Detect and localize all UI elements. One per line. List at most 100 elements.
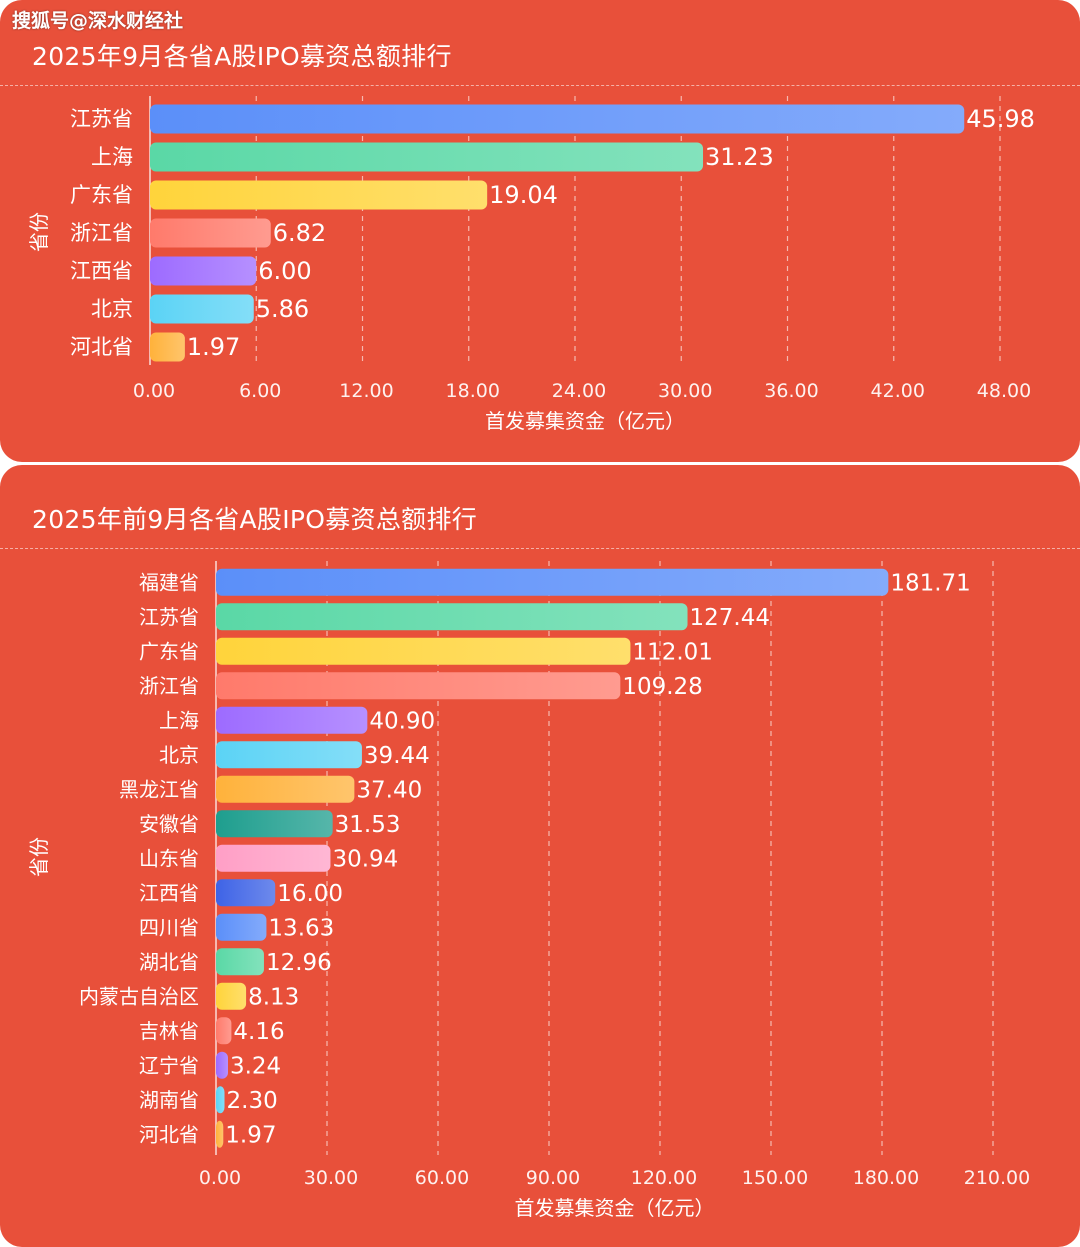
data-label: 181.71 xyxy=(890,570,970,596)
data-label: 4.16 xyxy=(233,1019,284,1045)
x-tick-label: 60.00 xyxy=(415,1167,469,1189)
data-label: 37.40 xyxy=(356,777,422,803)
title-divider xyxy=(0,548,1080,549)
chart-title: 2025年9月各省A股IPO募资总额排行 xyxy=(32,42,452,71)
x-tick-label: 30.00 xyxy=(304,1167,358,1189)
bar[interactable] xyxy=(150,180,488,210)
chart-panel-ytd: 2025年前9月各省A股IPO募资总额排行 0.00 30.00 60.00 90.0… xyxy=(0,465,1080,1247)
data-label: 40.90 xyxy=(369,708,435,734)
y-tick-label: 辽宁省 xyxy=(139,1053,199,1077)
y-tick-label: 江西省 xyxy=(139,881,199,905)
bar[interactable] xyxy=(216,879,276,907)
data-label: 3.24 xyxy=(230,1053,281,1079)
y-tick-label: 内蒙古自治区 xyxy=(79,984,199,1008)
bar[interactable] xyxy=(216,913,267,941)
bar[interactable] xyxy=(216,810,333,838)
bar[interactable] xyxy=(216,672,621,700)
x-tick-label: 42.00 xyxy=(871,380,925,402)
bar[interactable] xyxy=(150,142,704,172)
bar[interactable] xyxy=(150,256,257,286)
data-label: 8.13 xyxy=(248,984,299,1010)
data-label: 6.00 xyxy=(258,257,311,285)
x-tick-label: 210.00 xyxy=(964,1167,1030,1189)
x-tick-label: 120.00 xyxy=(631,1167,697,1189)
x-tick-label: 36.00 xyxy=(764,380,818,402)
data-label: 19.04 xyxy=(489,181,558,209)
y-tick-label: 湖北省 xyxy=(139,950,199,974)
y-tick-label: 北京 xyxy=(159,743,199,767)
bar[interactable] xyxy=(216,637,631,665)
data-label: 16.00 xyxy=(277,881,343,907)
title-divider xyxy=(0,85,1080,86)
data-label: 109.28 xyxy=(622,674,702,700)
bar[interactable] xyxy=(216,706,368,734)
x-tick-label: 90.00 xyxy=(526,1167,580,1189)
bar[interactable] xyxy=(150,294,254,324)
y-tick-label: 江苏省 xyxy=(139,605,199,629)
y-axis-title: 省份 xyxy=(27,837,51,877)
data-label: 112.01 xyxy=(632,639,712,665)
data-label: 1.97 xyxy=(225,1122,276,1148)
y-tick-label: 江苏省 xyxy=(70,107,133,131)
bar[interactable] xyxy=(216,741,362,769)
data-label: 2.30 xyxy=(227,1088,278,1114)
bar[interactable] xyxy=(216,1051,228,1079)
watermark-text: 搜狐号@深水财经社 xyxy=(12,10,184,32)
y-tick-label: 山东省 xyxy=(139,846,199,870)
data-label: 6.82 xyxy=(273,219,326,247)
y-tick-label: 吉林省 xyxy=(139,1019,199,1043)
bar[interactable] xyxy=(150,218,271,248)
data-label: 31.23 xyxy=(705,143,774,171)
y-tick-label: 安徽省 xyxy=(139,812,199,836)
bar-chart-september: 0.00 6.00 12.00 18.00 24.00 30.00 36.00 42.00 48… xyxy=(27,96,1035,433)
y-tick-label: 北京 xyxy=(91,297,133,321)
data-label: 5.86 xyxy=(256,295,309,323)
y-tick-label: 浙江省 xyxy=(139,674,199,698)
data-label: 45.98 xyxy=(966,105,1035,133)
x-tick-label: 180.00 xyxy=(853,1167,919,1189)
y-tick-label: 河北省 xyxy=(70,335,133,359)
y-tick-label: 河北省 xyxy=(139,1122,199,1146)
y-tick-label: 浙江省 xyxy=(70,221,133,245)
data-label: 1.97 xyxy=(187,333,240,361)
bar[interactable] xyxy=(216,982,247,1010)
bar[interactable] xyxy=(216,1017,232,1045)
x-axis-title: 首发募集资金（亿元） xyxy=(485,409,685,433)
data-label: 31.53 xyxy=(335,812,401,838)
x-tick-label: 18.00 xyxy=(446,380,500,402)
bar[interactable] xyxy=(216,603,688,631)
y-tick-label: 广东省 xyxy=(70,183,133,207)
bar[interactable] xyxy=(216,775,355,803)
x-tick-label: 0.00 xyxy=(199,1167,241,1189)
bar[interactable] xyxy=(216,568,889,596)
x-tick-label: 0.00 xyxy=(133,380,175,402)
y-tick-label: 上海 xyxy=(159,708,199,732)
data-label: 39.44 xyxy=(364,743,430,769)
x-tick-label: 150.00 xyxy=(742,1167,808,1189)
x-tick-label: 6.00 xyxy=(239,380,281,402)
data-label: 12.96 xyxy=(266,950,332,976)
chart-title: 2025年前9月各省A股IPO募资总额排行 xyxy=(32,505,478,534)
data-label: 13.63 xyxy=(268,915,334,941)
x-tick-label: 24.00 xyxy=(552,380,606,402)
chart-panel-september: 2025年9月各省A股IPO募资总额排行 0.00 6.00 12.00 18.00 2… xyxy=(0,0,1080,462)
y-tick-label: 江西省 xyxy=(70,259,133,283)
y-axis-title: 省份 xyxy=(27,212,51,252)
bar[interactable] xyxy=(150,332,185,362)
data-label: 127.44 xyxy=(690,605,770,631)
bar[interactable] xyxy=(216,844,331,872)
y-tick-label: 湖南省 xyxy=(139,1088,199,1112)
x-tick-label: 30.00 xyxy=(658,380,712,402)
y-tick-label: 四川省 xyxy=(139,915,199,939)
bar[interactable] xyxy=(216,1086,225,1114)
y-tick-label: 福建省 xyxy=(139,570,199,594)
bar[interactable] xyxy=(216,1120,224,1148)
data-label: 30.94 xyxy=(332,846,398,872)
y-tick-label: 上海 xyxy=(91,145,133,169)
bar[interactable] xyxy=(150,104,965,134)
x-axis-title: 首发募集资金（亿元） xyxy=(515,1196,715,1220)
bar[interactable] xyxy=(216,948,264,976)
x-tick-label: 12.00 xyxy=(339,380,393,402)
bar-chart-ytd: 0.00 30.00 60.00 90.00 120.00 150.00 180.00 210… xyxy=(27,561,1030,1220)
y-tick-label: 广东省 xyxy=(139,639,199,663)
